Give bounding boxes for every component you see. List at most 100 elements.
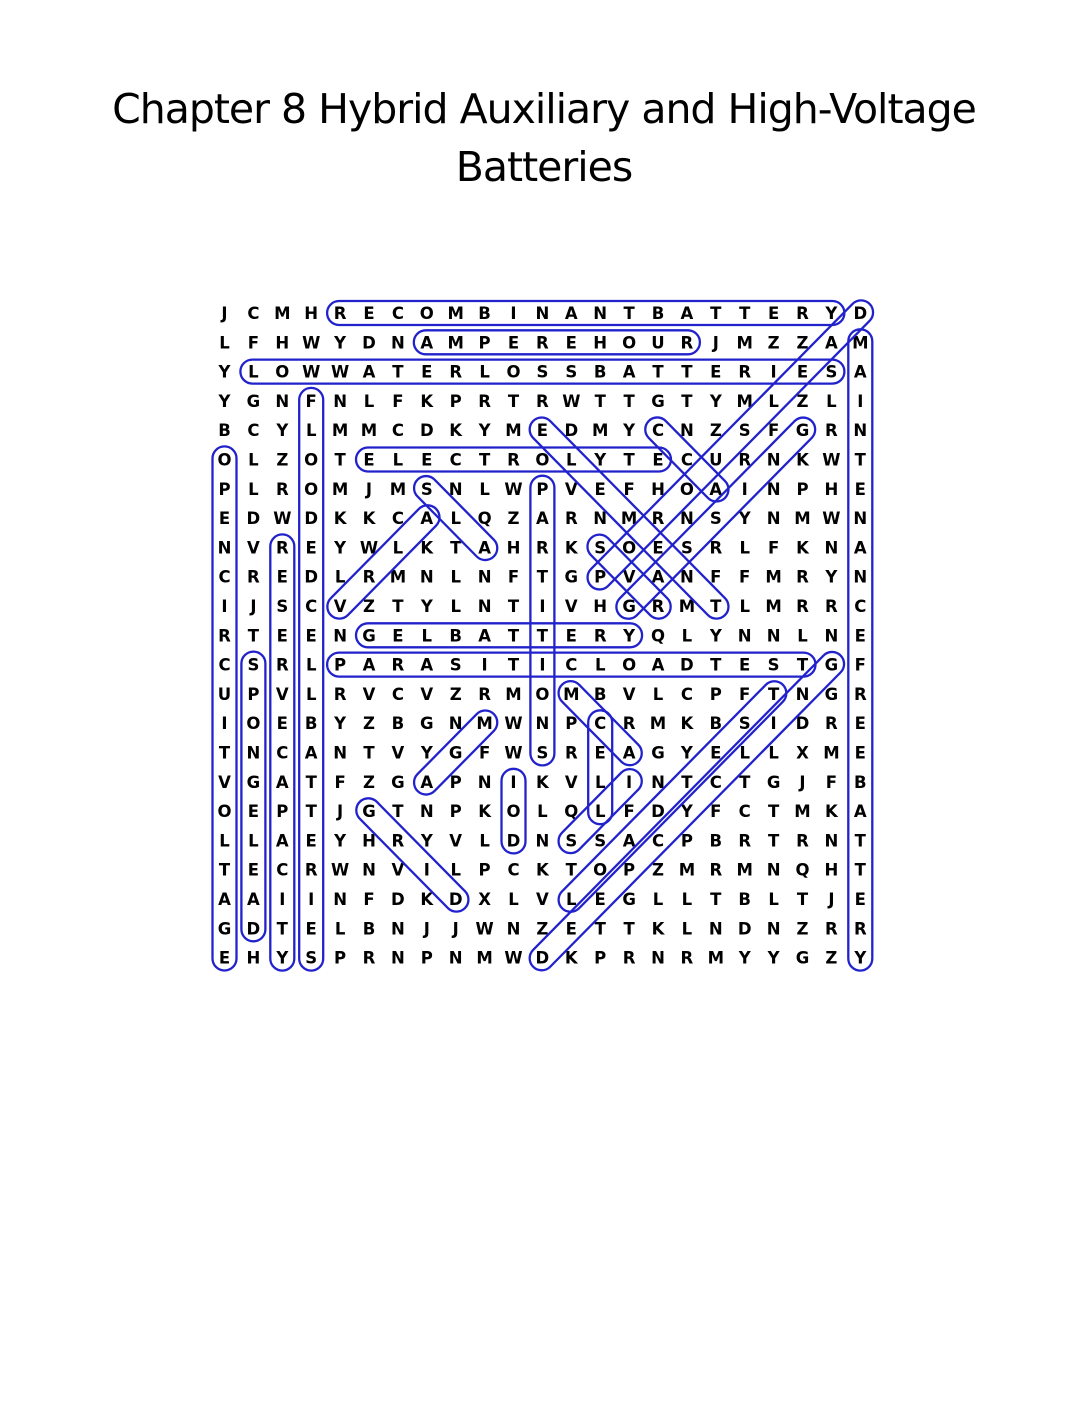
- grid-letter-r20c12: L: [566, 890, 577, 909]
- grid-letter-r15c6: V: [392, 744, 405, 763]
- grid-letter-r11c9: A: [478, 626, 491, 645]
- grid-letter-r17c22: A: [854, 802, 867, 821]
- grid-letter-r17c1: E: [248, 802, 259, 821]
- grid-letter-r18c22: T: [855, 831, 867, 850]
- grid-letter-r14c1: O: [246, 714, 260, 733]
- grid-letter-r11c3: E: [306, 626, 317, 645]
- grid-letter-r8c18: L: [739, 538, 750, 557]
- grid-letter-r21c13: T: [595, 919, 607, 938]
- grid-letter-r13c4: R: [334, 685, 347, 704]
- grid-letter-r5c12: L: [566, 451, 577, 470]
- grid-letter-r17c16: Y: [680, 802, 694, 821]
- grid-letter-r7c11: A: [536, 509, 549, 528]
- grid-letter-r3c0: Y: [218, 392, 232, 411]
- grid-letter-r2c14: A: [623, 363, 636, 382]
- grid-letter-r13c2: V: [276, 685, 289, 704]
- grid-letter-r22c4: P: [334, 949, 346, 968]
- word-oval-cell: [587, 709, 614, 826]
- grid-letter-r2c16: T: [681, 363, 693, 382]
- grid-letter-r3c12: W: [562, 392, 580, 411]
- grid-letter-r11c7: L: [422, 626, 433, 645]
- grid-letter-r16c14: I: [626, 773, 632, 792]
- grid-letter-r14c2: E: [277, 714, 288, 733]
- grid-letter-r0c22: D: [853, 304, 867, 323]
- grid-letter-r21c17: N: [709, 919, 723, 938]
- word-oval-load-test: [557, 680, 788, 913]
- grid-letter-r9c17: F: [710, 568, 721, 587]
- grid-letter-r22c2: Y: [275, 949, 289, 968]
- grid-letter-r4c16: N: [680, 421, 694, 440]
- word-oval-element: [528, 416, 730, 620]
- grid-letter-r18c8: V: [449, 831, 462, 850]
- grid-letter-r1c21: A: [825, 333, 838, 352]
- grid-letter-r22c15: N: [651, 949, 665, 968]
- grid-letter-r1c4: Y: [333, 333, 347, 352]
- grid-letter-r5c9: T: [479, 451, 491, 470]
- grid-letter-r4c6: C: [392, 421, 404, 440]
- grid-letter-r3c16: T: [681, 392, 693, 411]
- grid-letter-r8c6: L: [393, 538, 404, 557]
- grid-letter-r9c8: L: [450, 568, 461, 587]
- grid-letter-r13c17: P: [710, 685, 722, 704]
- grid-letter-r8c11: R: [536, 538, 549, 557]
- grid-letter-r13c13: B: [594, 685, 607, 704]
- grid-letter-r0c16: A: [681, 304, 694, 323]
- grid-letter-r7c2: W: [273, 509, 291, 528]
- grid-letter-r19c17: R: [709, 861, 722, 880]
- grid-letter-r2c10: O: [506, 363, 520, 382]
- grid-letter-r12c12: C: [565, 656, 577, 675]
- grid-letter-r15c22: E: [855, 744, 866, 763]
- grid-letter-r12c8: S: [450, 656, 462, 675]
- grid-letter-r16c3: T: [306, 773, 318, 792]
- grid-letter-r4c21: R: [825, 421, 838, 440]
- grid-letter-r1c9: P: [479, 333, 491, 352]
- grid-letter-r0c21: Y: [824, 304, 838, 323]
- grid-letter-r15c3: A: [305, 744, 318, 763]
- grid-letter-r3c22: I: [857, 392, 863, 411]
- grid-letter-r5c18: R: [738, 451, 751, 470]
- grid-letter-r3c21: L: [826, 392, 837, 411]
- grid-letter-r17c18: C: [739, 802, 751, 821]
- grid-letter-r5c6: L: [393, 451, 404, 470]
- grid-letter-r18c7: Y: [420, 831, 434, 850]
- grid-letter-r22c21: Z: [825, 949, 837, 968]
- grid-letter-r11c14: Y: [622, 626, 636, 645]
- grid-letter-r13c0: U: [218, 685, 231, 704]
- grid-letter-r11c20: L: [797, 626, 808, 645]
- grid-letter-r15c7: Y: [420, 744, 434, 763]
- grid-letter-r21c3: E: [306, 919, 317, 938]
- grid-letter-r12c17: T: [710, 656, 722, 675]
- grid-letter-r22c12: K: [565, 949, 579, 968]
- grid-letter-r3c2: N: [275, 392, 289, 411]
- grid-letter-r21c2: T: [277, 919, 289, 938]
- grid-letter-r15c14: A: [623, 744, 636, 763]
- grid-letter-r1c18: M: [736, 333, 752, 352]
- grid-letter-r5c22: T: [855, 451, 867, 470]
- grid-letter-r13c6: C: [392, 685, 404, 704]
- grid-letter-r4c15: C: [652, 421, 664, 440]
- grid-letter-r16c17: C: [710, 773, 722, 792]
- grid-letter-r12c13: L: [595, 656, 606, 675]
- grid-letter-r17c0: O: [217, 802, 231, 821]
- grid-letter-r4c10: M: [505, 421, 521, 440]
- grid-letter-r11c4: N: [333, 626, 347, 645]
- page-title: Chapter 8 Hybrid Auxiliary and High-Volt…: [0, 80, 1088, 196]
- grid-letter-r22c20: G: [796, 949, 810, 968]
- grid-letter-r15c0: T: [219, 744, 231, 763]
- grid-letter-r2c22: A: [854, 363, 867, 382]
- grid-letter-r16c19: G: [767, 773, 781, 792]
- grid-letter-r11c21: N: [824, 626, 838, 645]
- grid-letter-r3c14: T: [623, 392, 635, 411]
- grid-letter-r7c13: N: [593, 509, 607, 528]
- grid-letter-r14c22: E: [855, 714, 866, 733]
- grid-letter-r2c9: L: [479, 363, 490, 382]
- grid-letter-r18c17: B: [710, 831, 723, 850]
- grid-letter-r16c0: V: [218, 773, 231, 792]
- grid-letter-r10c18: L: [739, 597, 750, 616]
- grid-letter-r20c22: E: [855, 890, 866, 909]
- grid-letter-r1c11: R: [536, 333, 549, 352]
- grid-letter-r16c15: N: [651, 773, 665, 792]
- grid-letter-r1c2: H: [275, 333, 289, 352]
- grid-letter-r5c2: Z: [276, 451, 288, 470]
